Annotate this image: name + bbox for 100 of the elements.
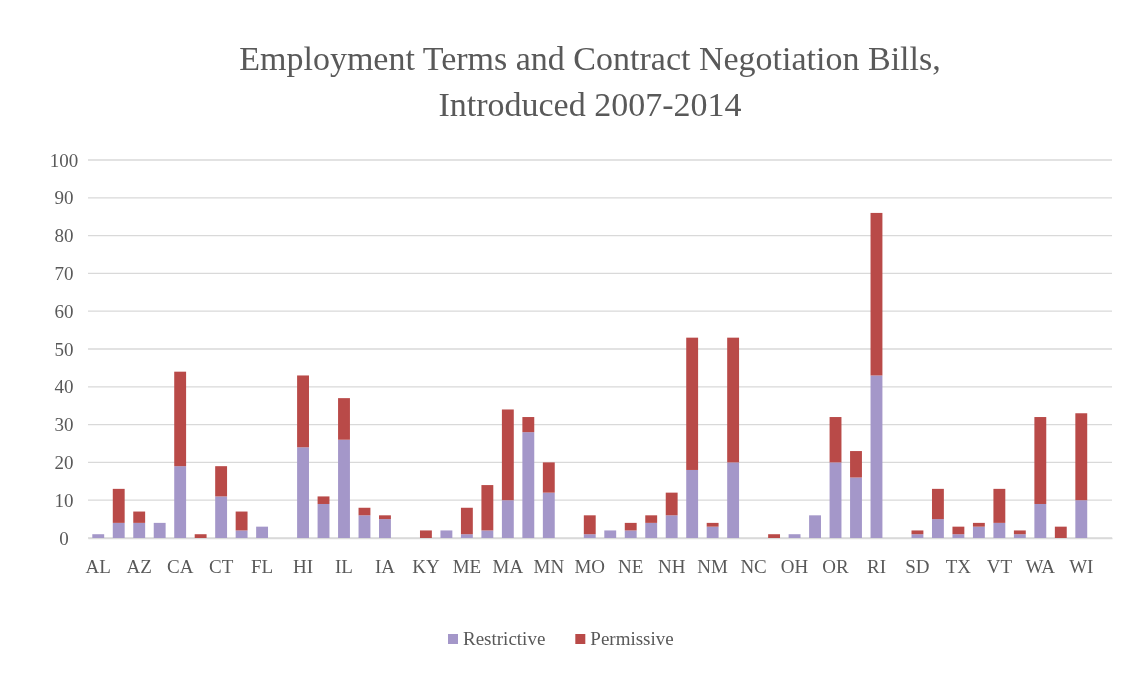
bar [522, 432, 535, 538]
y-tick-label: 100 [49, 149, 79, 171]
bar [583, 515, 596, 535]
y-tick-label: 30 [54, 414, 74, 436]
bar [379, 515, 391, 520]
bar [706, 526, 719, 538]
bar [686, 337, 699, 470]
bar [235, 530, 248, 538]
x-tick-label: WI [1069, 556, 1094, 578]
bar [665, 515, 678, 538]
bar [993, 522, 1006, 538]
x-tick-label: FL [250, 556, 274, 578]
bar [379, 519, 391, 538]
x-tick-label: NC [740, 556, 767, 578]
y-tick-label: 0 [59, 527, 69, 549]
bar [317, 496, 330, 504]
bar [870, 375, 883, 538]
bar [1034, 417, 1047, 504]
y-tick-label: 80 [54, 225, 74, 247]
bar [911, 534, 924, 538]
y-tick-label: 20 [54, 451, 74, 473]
bar [112, 488, 125, 523]
x-tick-label: CA [166, 556, 194, 578]
bar [481, 485, 494, 531]
x-tick-label: WA [1025, 556, 1056, 578]
x-tick-label: NM [697, 556, 729, 578]
bar [1013, 534, 1026, 538]
bar [542, 492, 555, 538]
bar [870, 212, 883, 376]
bar [850, 477, 862, 538]
chart-title: Employment Terms and Contract Negotiation Bills, Introduced 2007-2014 [239, 40, 941, 123]
x-tick-label: HI [293, 556, 314, 578]
x-tick-label: MO [574, 556, 606, 578]
bar [174, 466, 187, 538]
bar [829, 417, 842, 463]
x-tick-label: IA [374, 556, 396, 578]
legend-label: Restrictive [463, 628, 546, 649]
bar [931, 519, 944, 538]
x-tick-label: MN [533, 556, 565, 578]
bar [522, 417, 535, 433]
bar [297, 447, 309, 538]
x-tick-label: AL [85, 556, 111, 578]
bar [92, 534, 105, 538]
bar [460, 507, 473, 535]
bar [993, 488, 1006, 523]
bar [583, 534, 596, 538]
bar [501, 500, 514, 538]
bar [501, 409, 514, 501]
bar [645, 522, 658, 538]
x-tick-label: ME [452, 556, 482, 578]
bar [133, 511, 146, 523]
bar [952, 534, 965, 538]
bar [911, 530, 924, 535]
bar [297, 375, 309, 448]
bar [931, 488, 944, 520]
x-tick-label: MA [492, 556, 524, 578]
x-tick-label: TX [945, 556, 972, 578]
bar [235, 511, 248, 531]
x-tick-label: AZ [126, 556, 152, 578]
bar [317, 503, 330, 538]
bar [460, 534, 473, 538]
bar [727, 462, 740, 538]
x-tick-label: OH [780, 556, 809, 578]
y-tick-label: 10 [54, 489, 74, 511]
bar [788, 534, 801, 538]
x-tick-label: VT [986, 556, 1013, 578]
bar [256, 526, 269, 538]
bar [829, 462, 842, 538]
bar [686, 469, 699, 538]
bar [972, 526, 985, 538]
bar [338, 439, 350, 538]
bar [481, 530, 494, 538]
bar [215, 466, 228, 497]
bar [1075, 413, 1088, 501]
y-tick-label: 90 [54, 187, 74, 209]
x-tick-label: RI [866, 556, 886, 578]
bar [112, 522, 125, 538]
bar [440, 530, 453, 538]
y-tick-label: 60 [54, 300, 74, 322]
x-tick-label: CT [208, 556, 234, 578]
bar [665, 492, 678, 516]
bar [809, 515, 821, 538]
y-tick-label: 70 [54, 262, 74, 284]
bar [1075, 500, 1088, 538]
bar [542, 462, 555, 493]
bar [706, 522, 719, 527]
bar [1034, 503, 1047, 538]
x-tick-label: NH [657, 556, 686, 578]
legend-label: Permissive [590, 628, 674, 649]
bar [174, 371, 187, 467]
bar [850, 451, 862, 478]
bar [727, 337, 740, 463]
x-tick-label: OR [822, 556, 850, 578]
x-tick-label: KY [412, 556, 440, 578]
bar [358, 515, 371, 538]
bar [645, 515, 658, 523]
bar [1054, 526, 1067, 538]
x-tick-label: IL [335, 556, 353, 578]
bar [153, 522, 166, 538]
bar [952, 526, 965, 535]
